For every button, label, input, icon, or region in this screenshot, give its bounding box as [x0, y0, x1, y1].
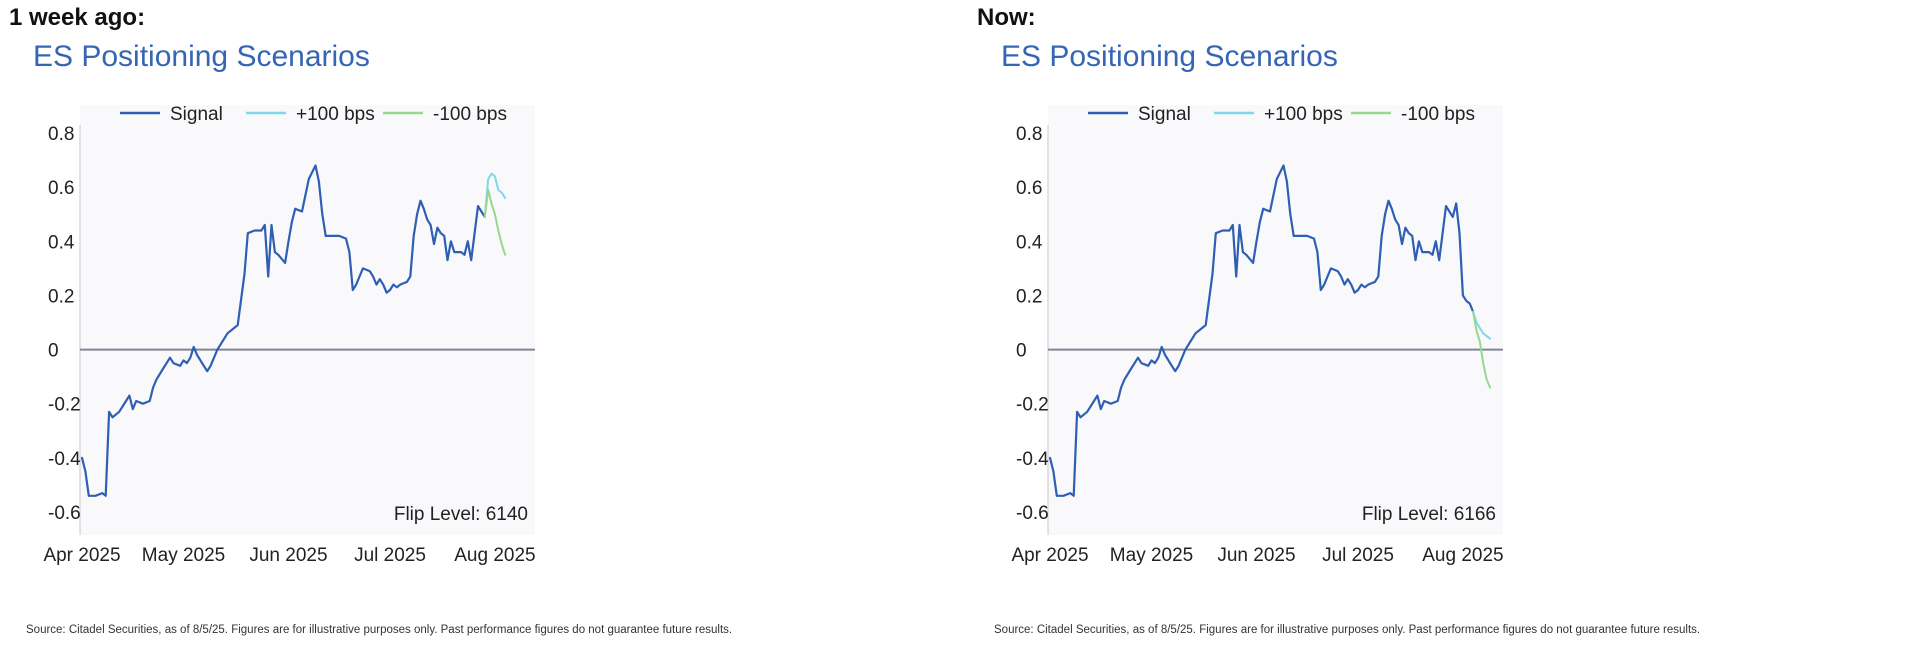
y-tick-label: 0.8 [48, 124, 74, 145]
x-tick-label: Jul 2025 [1322, 545, 1394, 566]
y-tick-label: -0.6 [1016, 503, 1049, 524]
legend-label: Signal [170, 104, 223, 125]
flip-level-annotation: Flip Level: 6166 [1362, 504, 1496, 525]
y-tick-label: 0.2 [1016, 286, 1042, 307]
x-tick-label: Aug 2025 [1422, 545, 1503, 566]
x-tick-label: Jun 2025 [1217, 545, 1295, 566]
series-line-100-bps [483, 188, 507, 256]
chart-title: ES Positioning Scenarios [1001, 40, 1338, 73]
panel-heading: 1 week ago: [9, 4, 146, 31]
y-tick-label: -0.6 [48, 503, 81, 524]
panel-week-ago: 1 week ago: ES Positioning Scenarios 0.8… [0, 0, 940, 658]
y-tick-label: 0.4 [48, 232, 75, 253]
panel-heading: Now: [977, 4, 1036, 31]
chart-week-ago: 0.8 0.6 0.4 0.2 0 -0.2 -0.4 -0.6 Apr 2025 May 202… [43, 104, 535, 566]
legend-label: -100 bps [433, 104, 507, 125]
y-tick-label: 0 [48, 341, 59, 362]
y-tick-label: -0.2 [48, 395, 81, 416]
series-line-100-bps [483, 172, 507, 218]
x-tick-label: Apr 2025 [1011, 545, 1088, 566]
flip-level-annotation: Flip Level: 6140 [394, 504, 528, 525]
series-line-signal [1048, 164, 1475, 497]
x-tick-label: Aug 2025 [454, 545, 535, 566]
chart-title: ES Positioning Scenarios [33, 40, 370, 73]
legend-label: Signal [1138, 104, 1191, 125]
y-tick-label: 0.6 [1016, 178, 1042, 199]
y-tick-label: 0.4 [1016, 232, 1043, 253]
panel-now: Now: ES Positioning Scenarios 0.8 0.6 0.4 0… [968, 0, 1908, 658]
y-tick-label: -0.4 [1016, 449, 1049, 470]
source-note: Source: Citadel Securities, as of 8/5/25… [26, 624, 733, 636]
x-tick-label: May 2025 [1110, 545, 1193, 566]
y-tick-label: 0.2 [48, 286, 74, 307]
chart-now: 0.8 0.6 0.4 0.2 0 -0.2 -0.4 -0.6 Apr 2025 May 202… [1011, 104, 1503, 566]
x-tick-label: Apr 2025 [43, 545, 120, 566]
y-tick-label: 0.6 [48, 178, 74, 199]
series-line-100-bps [1472, 310, 1491, 340]
y-tick-label: -0.2 [1016, 395, 1049, 416]
legend-label: +100 bps [1264, 104, 1343, 125]
y-tick-label: 0.8 [1016, 124, 1042, 145]
x-tick-label: Jul 2025 [354, 545, 426, 566]
series-line-100-bps [1472, 310, 1491, 389]
x-tick-label: May 2025 [142, 545, 225, 566]
y-tick-label: 0 [1016, 341, 1027, 362]
source-note: Source: Citadel Securities, as of 8/5/25… [994, 624, 1701, 636]
plot-area [80, 105, 535, 535]
y-tick-label: -0.4 [48, 449, 81, 470]
plot-area [1048, 105, 1503, 535]
x-tick-label: Jun 2025 [249, 545, 327, 566]
legend-label: -100 bps [1401, 104, 1475, 125]
legend-label: +100 bps [296, 104, 375, 125]
series-line-signal [80, 164, 486, 497]
